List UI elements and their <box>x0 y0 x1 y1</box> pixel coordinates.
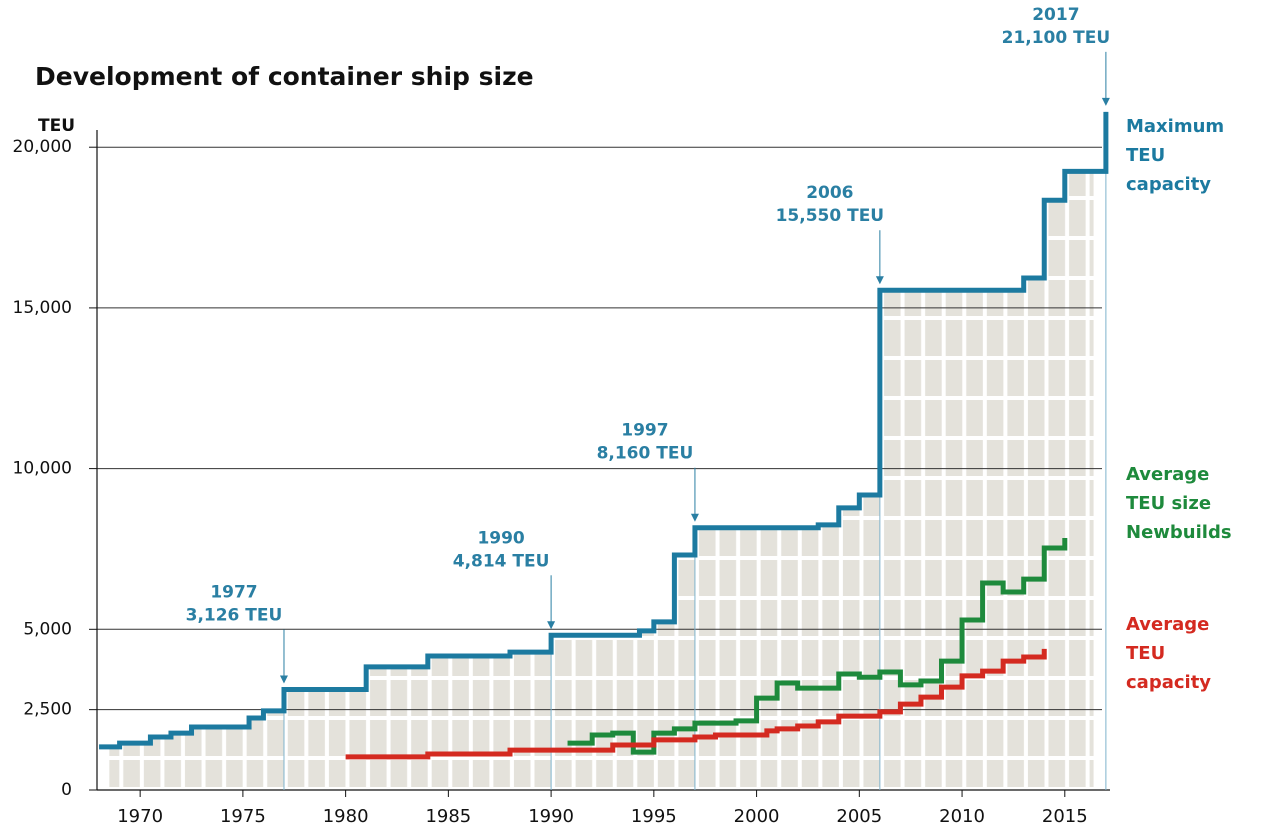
series-label-line: TEU size <box>1126 493 1211 514</box>
annotation-bg <box>439 525 564 574</box>
y-axis-label: TEU <box>38 116 75 136</box>
y-tick-label: 2,500 <box>23 700 72 720</box>
annotation-arrowhead <box>547 621 556 630</box>
x-tick-label: 1970 <box>117 806 163 827</box>
series-label-line: TEU <box>1126 643 1165 664</box>
series-label-line: Maximum <box>1126 116 1224 137</box>
annotation-bg <box>993 1 1118 50</box>
annotation-bg <box>767 180 892 229</box>
annotation-text: 8,160 TEU <box>597 444 694 464</box>
annotation-arrowhead <box>690 513 699 522</box>
series-label-line: capacity <box>1126 174 1211 195</box>
annotation-text: 3,126 TEU <box>186 606 283 626</box>
annotation-bg <box>171 579 296 628</box>
step-line <box>99 111 1109 750</box>
y-tick-label: 15,000 <box>13 298 72 318</box>
annotation-arrowhead <box>1101 97 1110 106</box>
chart-title: Development of container ship size <box>35 62 534 91</box>
annotation-text: 21,100 TEU <box>1002 28 1111 48</box>
x-tick-label: 2015 <box>1042 806 1088 827</box>
y-tick-label: 5,000 <box>23 619 72 639</box>
annotation-year: 2006 <box>806 183 853 203</box>
y-tick-label: 10,000 <box>13 459 72 479</box>
x-tick-label: 1980 <box>323 806 369 827</box>
x-tick-label: 1985 <box>425 806 471 827</box>
x-tick-label: 2010 <box>939 806 985 827</box>
step-line <box>345 648 1047 760</box>
series-label-line: Average <box>1126 614 1209 635</box>
y-tick-label: 0 <box>61 780 72 800</box>
annotation-year: 2017 <box>1032 5 1079 25</box>
annotation-text: 15,550 TEU <box>776 206 885 226</box>
annotation-arrowhead <box>875 276 884 285</box>
series-label-line: capacity <box>1126 672 1211 693</box>
series-label-line: Newbuilds <box>1126 522 1232 543</box>
series-label: Average TEU capacity <box>1126 614 1211 693</box>
annotation-year: 1997 <box>621 421 668 441</box>
series-label-line: Average <box>1126 464 1209 485</box>
series-label-line: TEU <box>1126 145 1165 166</box>
x-tick-label: 1990 <box>528 806 574 827</box>
series-label: Maximum TEU capacity <box>1126 116 1224 195</box>
annotation-year: 1977 <box>210 583 257 603</box>
annotation-year: 1990 <box>477 528 524 548</box>
y-tick-label: 20,000 <box>13 137 72 157</box>
x-tick-label: 2000 <box>734 806 780 827</box>
annotation-bg <box>582 417 707 466</box>
annotation-text: 4,814 TEU <box>453 551 550 571</box>
x-tick-label: 1975 <box>220 806 266 827</box>
x-tick-label: 2005 <box>836 806 882 827</box>
annotation-arrowhead <box>279 675 288 684</box>
series-label: Average TEU size Newbuilds <box>1126 464 1232 543</box>
x-tick-label: 1995 <box>631 806 677 827</box>
